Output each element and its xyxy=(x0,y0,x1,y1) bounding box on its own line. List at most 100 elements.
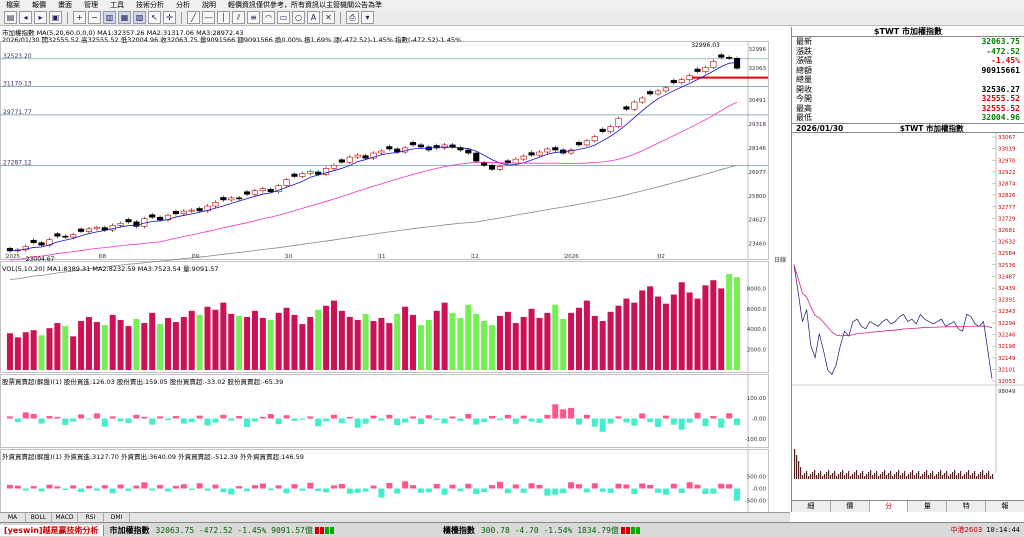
volume-bar xyxy=(402,306,409,370)
quote-row: 今開 32555.52 xyxy=(792,94,1024,104)
menu-item-2[interactable]: 畫面 xyxy=(58,1,72,9)
rect-tool-icon[interactable]: ▭ xyxy=(277,11,290,24)
indicator-tab[interactable]: BOLL xyxy=(26,513,52,522)
intraday-vol-bar xyxy=(854,472,856,479)
candle-body xyxy=(38,242,45,246)
foreign-bar xyxy=(512,484,519,489)
volume-bar xyxy=(93,322,100,370)
print-icon[interactable]: ⎙ xyxy=(346,11,359,24)
foreign-bar xyxy=(489,485,496,489)
intraday-vol-bar xyxy=(992,474,994,479)
quote-row: 總額 90915661 xyxy=(792,66,1024,76)
menu-item-5[interactable]: 技術分析 xyxy=(136,1,164,9)
foreign-bar xyxy=(180,484,187,489)
panel-tab[interactable]: 分 xyxy=(869,501,909,512)
layout-3-icon[interactable]: ▧ xyxy=(133,11,146,24)
low-label: 23004.67 xyxy=(26,256,55,263)
dealer-bar xyxy=(6,416,13,419)
volume-bar xyxy=(370,321,377,370)
intraday-vol-bar xyxy=(914,475,916,479)
intraday-vol-bar xyxy=(926,470,928,479)
dealer-bar xyxy=(180,418,187,424)
volume-bar xyxy=(496,315,503,370)
candle-body xyxy=(607,126,614,132)
dealer-bar xyxy=(14,418,21,423)
foreign-bar xyxy=(315,488,322,492)
cursor-icon[interactable]: ↖ xyxy=(148,11,161,24)
forward-icon[interactable]: ▸ xyxy=(34,11,47,24)
chart-area[interactable]: 市加權指數 MA(5,20,60,0,0,0) MA1:32357.26 MA2… xyxy=(0,27,790,512)
crosshair-icon[interactable]: ✛ xyxy=(163,11,176,24)
hline-tool-icon[interactable]: ― xyxy=(202,11,215,24)
zoom-in-icon[interactable]: + xyxy=(73,11,86,24)
volume-bar xyxy=(678,282,685,370)
foreign-bar xyxy=(402,481,409,489)
circle-tool-icon[interactable]: ○ xyxy=(292,11,305,24)
volume-bar xyxy=(188,310,195,370)
zoom-out-icon[interactable]: − xyxy=(88,11,101,24)
dropdown-icon[interactable]: ▾ xyxy=(361,11,374,24)
indicator-tab[interactable]: DMI xyxy=(104,513,130,522)
intraday-vol-bar xyxy=(838,474,840,479)
intraday-vol-bar xyxy=(800,467,802,479)
channel-tool-icon[interactable]: ⫽ xyxy=(232,11,245,24)
foreign-bar xyxy=(686,482,693,489)
save-icon[interactable]: ▣ xyxy=(49,11,62,24)
menu-item-8[interactable]: 輕價資訊僅供參考，所有資訊以主管機關公告為準 xyxy=(228,1,382,9)
dealer-bar xyxy=(623,418,630,423)
panel-tab[interactable]: 細 xyxy=(792,501,831,512)
menu-item-0[interactable]: 檔案 xyxy=(6,1,20,9)
foreign-bar xyxy=(149,488,156,491)
volume-bar xyxy=(473,313,480,370)
menu-item-4[interactable]: 工具 xyxy=(110,1,124,9)
quote-row: 總量 xyxy=(792,75,1024,85)
dealer-bar xyxy=(109,416,116,419)
panel-frame xyxy=(0,41,769,260)
brand-label[interactable]: [yeswin]越是赢技術分析 xyxy=(0,524,104,536)
menu-item-3[interactable]: 管理 xyxy=(84,1,98,9)
dealer-bar xyxy=(275,418,282,425)
volume-bar xyxy=(46,328,53,370)
text-tool-icon[interactable]: A xyxy=(307,11,320,24)
foreign-bar xyxy=(386,483,393,489)
panel-tab[interactable]: 價 xyxy=(830,501,870,512)
quote-label: 最新 xyxy=(796,37,812,46)
dealer-bar xyxy=(30,414,37,419)
fib-tool-icon[interactable]: ≡ xyxy=(247,11,260,24)
candle-body xyxy=(85,228,93,232)
intraday-vol-bar xyxy=(894,474,896,479)
index2-bars-icon xyxy=(620,526,641,535)
panel-tab[interactable]: 量 xyxy=(908,501,948,512)
arc-tool-icon[interactable]: ◠ xyxy=(262,11,275,24)
line-tool-icon[interactable]: ╱ xyxy=(187,11,200,24)
volume-bar xyxy=(686,292,693,370)
intraday-axis-tick: 32439 xyxy=(998,286,1016,292)
price-axis-tick: 28146 xyxy=(749,146,767,152)
intraday-vol-bar xyxy=(988,471,990,479)
intraday-vol-bar xyxy=(946,471,948,479)
foreign-bar xyxy=(647,484,654,489)
vline-tool-icon[interactable]: │ xyxy=(217,11,230,24)
indicator-tab[interactable]: MA xyxy=(0,513,26,522)
open-icon[interactable]: ▤ xyxy=(4,11,17,24)
candle-body xyxy=(30,239,37,243)
menu-item-6[interactable]: 分析 xyxy=(176,1,190,9)
dealer-bar xyxy=(496,418,503,421)
menu-item-7[interactable]: 說明 xyxy=(202,1,216,9)
panel-tab[interactable]: 特 xyxy=(947,501,987,512)
price-axis-tick: 26977 xyxy=(749,170,767,176)
layout-1-icon[interactable]: ▥ xyxy=(103,11,116,24)
layout-2-icon[interactable]: ▦ xyxy=(118,11,131,24)
indicator-tab[interactable]: MACD xyxy=(52,513,78,522)
intraday-vol-bar xyxy=(818,473,820,479)
intraday-vol-bar xyxy=(798,461,800,479)
volume-bar xyxy=(220,302,227,370)
back-icon[interactable]: ◂ xyxy=(19,11,32,24)
indicator-tab[interactable]: RSI xyxy=(78,513,104,522)
menu-item-1[interactable]: 報價 xyxy=(32,1,46,9)
intraday-chart[interactable]: 33067 33019 32970 32922 32874 32826 32777 32729… xyxy=(792,133,1024,493)
candlestick-chart[interactable]: 32523.20 31170.13 29771.77 27287.12 32996 320… xyxy=(0,27,790,512)
panel-tab[interactable]: 報 xyxy=(986,501,1024,512)
delete-icon[interactable]: ✕ xyxy=(322,11,335,24)
dealer-bar xyxy=(647,418,654,423)
